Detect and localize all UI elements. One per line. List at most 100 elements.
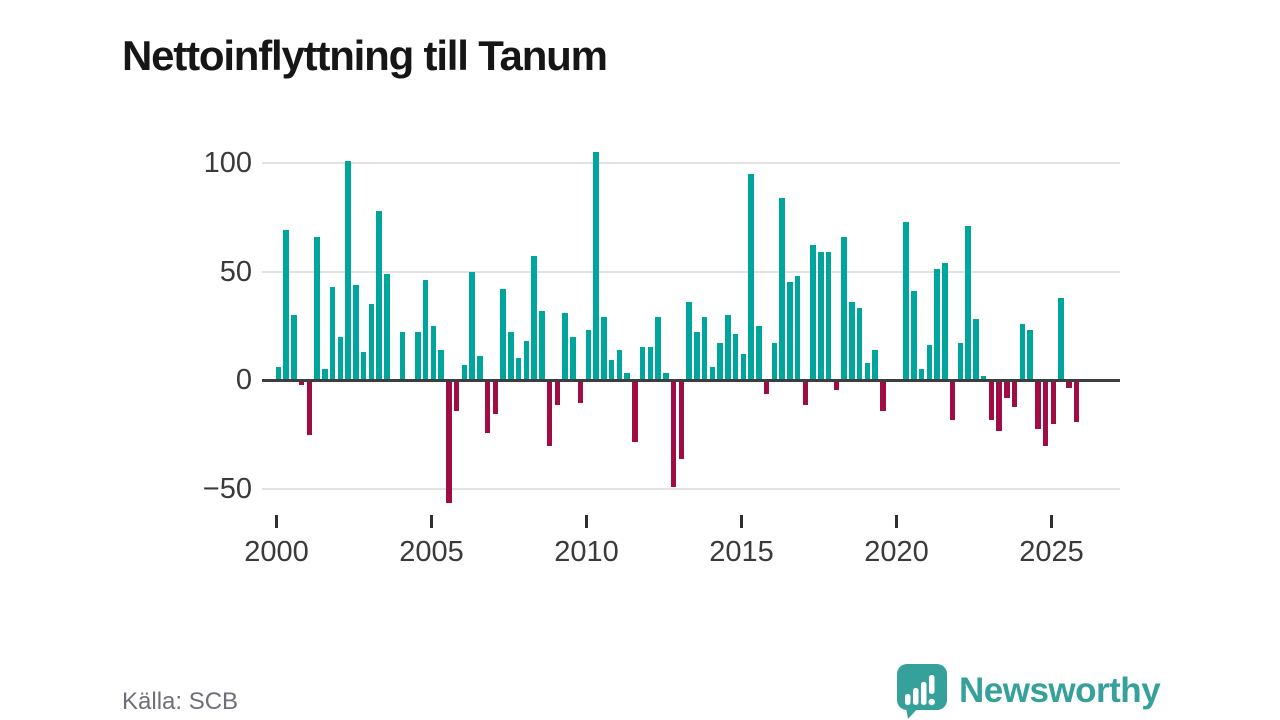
- x-axis-tick-label: 2015: [709, 536, 774, 568]
- x-axis-tick: [275, 515, 278, 528]
- bar: [546, 381, 553, 447]
- bar: [461, 364, 467, 380]
- bar: [763, 381, 770, 395]
- bar: [360, 351, 367, 380]
- bar: [539, 310, 545, 380]
- bar: [748, 173, 754, 380]
- bar: [1058, 297, 1064, 380]
- bar: [345, 160, 351, 380]
- source-note: Källa: SCB: [122, 688, 239, 715]
- bar: [794, 275, 801, 380]
- bar: [678, 381, 684, 460]
- bar: [880, 381, 886, 412]
- bar: [717, 343, 723, 380]
- bar: [523, 340, 529, 380]
- bar: [624, 373, 630, 380]
- x-axis-tick: [1050, 515, 1053, 528]
- bar: [562, 312, 568, 380]
- bar: [856, 308, 863, 380]
- bar: [601, 317, 607, 380]
- bar: [291, 314, 297, 380]
- bar: [1035, 381, 1041, 429]
- bar: [725, 314, 731, 380]
- bar: [740, 353, 746, 380]
- bar: [415, 332, 421, 380]
- y-gridline: [262, 162, 1120, 164]
- bar: [833, 381, 839, 390]
- bar: [430, 325, 436, 380]
- bar: [825, 251, 832, 380]
- newsworthy-wordmark: Newsworthy: [959, 671, 1161, 710]
- bar: [314, 236, 320, 380]
- bar: [663, 373, 669, 380]
- bar: [810, 245, 816, 380]
- bar: [787, 282, 793, 380]
- bar: [934, 269, 940, 380]
- bar: [639, 347, 646, 380]
- bar: [1004, 381, 1010, 399]
- bar: [655, 317, 661, 380]
- bar: [438, 349, 444, 380]
- bar: [283, 230, 289, 380]
- bar: [973, 319, 979, 380]
- bar: [903, 221, 909, 380]
- bar: [686, 301, 692, 380]
- x-axis-tick: [740, 515, 743, 528]
- bar: [508, 332, 514, 380]
- x-axis-tick-label: 2005: [399, 536, 464, 568]
- bar: [926, 345, 932, 380]
- bar: [384, 273, 390, 380]
- bar: [771, 343, 777, 380]
- bar: [616, 349, 622, 380]
- bar: [988, 381, 994, 421]
- bar: [376, 210, 382, 380]
- bar: [298, 381, 305, 386]
- x-axis-tick: [430, 515, 433, 528]
- bar: [500, 288, 506, 380]
- x-axis-tick-label: 2010: [554, 536, 619, 568]
- bar: [399, 332, 405, 380]
- bar: [732, 334, 739, 380]
- bar: [818, 251, 824, 380]
- bar: [942, 262, 948, 380]
- x-axis-tick: [895, 515, 898, 528]
- bar: [1042, 381, 1049, 447]
- bar: [329, 286, 336, 380]
- bar: [1050, 381, 1056, 425]
- bar: [872, 349, 878, 380]
- bar: [453, 381, 460, 412]
- bar: [701, 317, 708, 380]
- bar: [709, 366, 715, 380]
- bar: [632, 381, 638, 442]
- bar: [756, 325, 762, 380]
- bar: [802, 381, 808, 405]
- bar: [275, 366, 281, 380]
- bar: [608, 360, 615, 380]
- bar: [306, 381, 312, 436]
- bar: [965, 225, 971, 380]
- bar: [980, 375, 987, 380]
- bar: [670, 381, 677, 488]
- bar: [779, 197, 785, 380]
- newsworthy-logo: Newsworthy: [896, 663, 1161, 719]
- bar: [531, 256, 537, 380]
- bar: [864, 362, 870, 380]
- x-axis-tick-label: 2025: [1019, 536, 1084, 568]
- x-axis-tick-label: 2000: [244, 536, 309, 568]
- bar: [484, 381, 491, 434]
- bar: [1027, 330, 1033, 380]
- bar: [849, 301, 855, 380]
- bar: [1066, 381, 1072, 388]
- bar: [918, 369, 925, 380]
- chart-title: Nettoinflyttning till Tanum: [122, 32, 608, 80]
- x-axis-tick: [585, 515, 588, 528]
- y-gridline: [262, 270, 1120, 273]
- bar: [841, 236, 847, 380]
- x-axis-tick-label: 2020: [864, 536, 929, 568]
- bar: [570, 336, 576, 380]
- bar: [322, 369, 328, 380]
- bar: [1011, 381, 1018, 408]
- bar: [554, 381, 560, 405]
- y-axis-tick-label: −50: [202, 472, 252, 505]
